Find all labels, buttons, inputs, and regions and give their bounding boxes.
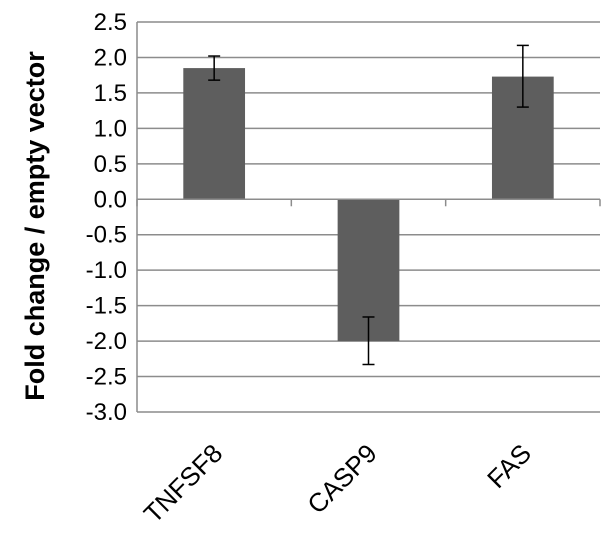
y-tick-label: 1.5 — [94, 80, 127, 107]
y-tick-label: 0.0 — [94, 186, 127, 213]
bar-tnfsf8 — [183, 68, 246, 200]
category-labels: TNFSF8 CASP9 FAS — [138, 438, 537, 529]
error-bar-casp9 — [362, 316, 375, 366]
y-tick-label: 2.0 — [94, 44, 127, 71]
error-bar-fas — [516, 44, 529, 108]
error-bar-tnfsf8 — [208, 55, 221, 81]
y-tick-label: -1.5 — [86, 293, 127, 320]
y-tick-label: -3.0 — [86, 399, 127, 426]
y-tick-label: -1.0 — [86, 257, 127, 284]
y-tick-label: 0.5 — [94, 151, 127, 178]
bars — [183, 68, 554, 342]
error-bars — [208, 44, 529, 366]
y-tick-labels: -3.0 -2.5 -2.0 -1.5 -1.0 -0.5 0.0 0.5 1.0 1.5 2.0 2… — [86, 9, 127, 426]
x-category-label: CASP9 — [301, 438, 383, 520]
x-category-label: TNFSF8 — [138, 438, 229, 529]
y-tick-label: 2.5 — [94, 9, 127, 36]
y-tick-label: 1.0 — [94, 115, 127, 142]
y-tick-label: -2.0 — [86, 328, 127, 355]
x-category-label: FAS — [481, 438, 537, 494]
y-axis-title: Fold change / empty vector — [20, 51, 50, 401]
axes — [136, 22, 601, 412]
y-tick-label: -0.5 — [86, 222, 127, 249]
y-tick-label: -2.5 — [86, 364, 127, 391]
